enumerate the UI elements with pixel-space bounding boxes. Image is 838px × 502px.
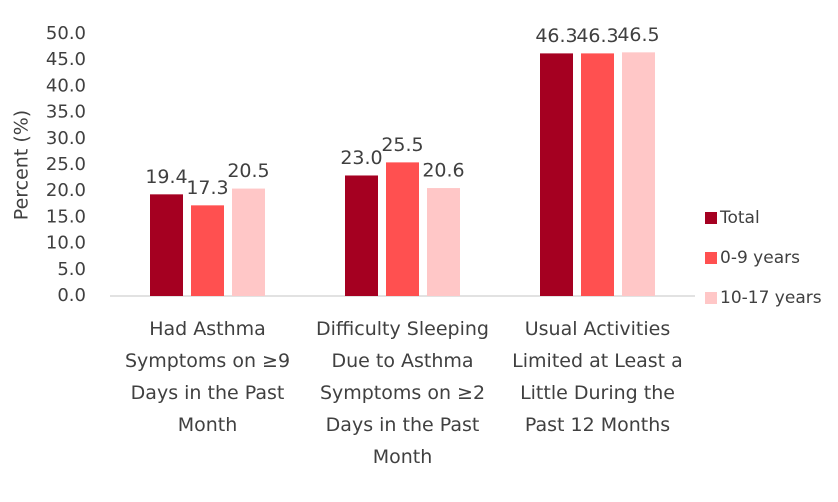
y-tick-label: 0.0 bbox=[57, 285, 86, 306]
x-tick-label: Usual Activities Limited at Least a Litt… bbox=[512, 318, 683, 436]
y-tick-label: 45.0 bbox=[46, 49, 86, 70]
legend-label: 0-9 years bbox=[720, 248, 800, 268]
bar bbox=[150, 194, 183, 296]
data-label: 25.5 bbox=[381, 134, 423, 156]
y-tick-label: 30.0 bbox=[46, 128, 86, 149]
data-label: 46.3 bbox=[576, 25, 618, 47]
x-tick-label: Difficulty Sleeping Due to Asthma Sympto… bbox=[316, 318, 489, 468]
y-tick-label: 50.0 bbox=[46, 23, 86, 44]
legend-swatch bbox=[705, 292, 717, 304]
bar bbox=[386, 162, 419, 296]
data-label: 46.3 bbox=[535, 25, 577, 47]
data-label: 17.3 bbox=[186, 177, 228, 199]
data-label: 23.0 bbox=[340, 147, 382, 169]
bar bbox=[191, 205, 224, 296]
y-tick-label: 5.0 bbox=[57, 259, 86, 280]
bar bbox=[622, 52, 655, 297]
bar bbox=[427, 188, 460, 296]
legend-swatch bbox=[705, 252, 717, 264]
legend-label: 10-17 years bbox=[720, 288, 822, 308]
x-tick-label: Had Asthma Symptoms on ≥9 Days in the Pa… bbox=[124, 318, 291, 436]
y-tick-label: 20.0 bbox=[46, 180, 86, 201]
bar bbox=[345, 175, 378, 296]
y-tick-label: 35.0 bbox=[46, 102, 86, 123]
bar bbox=[581, 53, 614, 296]
data-label: 46.5 bbox=[617, 24, 659, 46]
y-tick-label: 10.0 bbox=[46, 233, 86, 254]
data-label: 20.5 bbox=[227, 160, 269, 182]
y-axis-title: Percent (%) bbox=[11, 110, 33, 220]
bar bbox=[540, 53, 573, 296]
bar bbox=[232, 188, 265, 296]
y-tick-label: 15.0 bbox=[46, 206, 86, 227]
legend-label: Total bbox=[719, 208, 760, 228]
y-tick-label: 40.0 bbox=[46, 75, 86, 96]
y-tick-label: 25.0 bbox=[46, 154, 86, 175]
legend-swatch bbox=[705, 212, 717, 224]
data-label: 19.4 bbox=[145, 166, 187, 188]
data-label: 20.6 bbox=[422, 160, 464, 182]
